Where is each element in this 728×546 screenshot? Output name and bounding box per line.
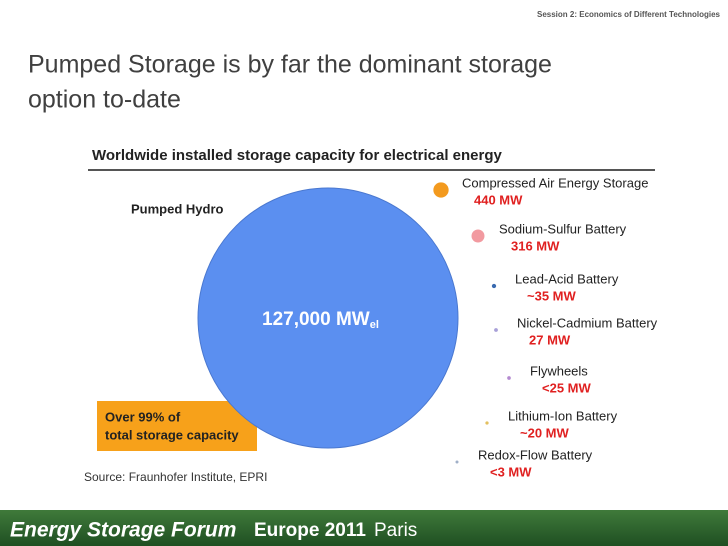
category-label: Pumped Hydro [131, 201, 224, 216]
bubble [433, 182, 449, 198]
value-label: 27 MW [529, 332, 571, 347]
slide-title: option to-date [28, 86, 181, 114]
value-label-subscript: el [370, 319, 379, 331]
slide-title: Pumped Storage is by far the dominant st… [28, 51, 552, 79]
footer-edition: Europe 2011 [254, 520, 366, 541]
category-label: Lead-Acid Battery [515, 271, 619, 286]
value-label-text: 127,000 MW [262, 309, 370, 330]
annotation: total storage capacity [105, 427, 239, 442]
category-label: Flywheels [530, 363, 588, 378]
bubble [455, 460, 459, 464]
category-label: Compressed Air Energy Storage [462, 175, 648, 190]
value-label: ~35 MW [527, 288, 576, 303]
chart-title: Worldwide installed storage capacity for… [92, 147, 503, 164]
footer-brand: Energy Storage Forum [10, 519, 236, 542]
session-header: Session 2: Economics of Different Techno… [537, 10, 721, 19]
footer-city: Paris [374, 520, 417, 541]
bubble [197, 187, 459, 449]
bubble [471, 229, 485, 243]
value-label: 316 MW [511, 238, 560, 253]
footer-bar [0, 510, 728, 546]
bubble [494, 328, 498, 332]
annotation: Over 99% of [105, 409, 181, 424]
bubble [491, 283, 497, 289]
source: Source: Fraunhofer Institute, EPRI [84, 470, 267, 484]
value-label: ~20 MW [520, 425, 569, 440]
category-label: Sodium-Sulfur Battery [499, 221, 627, 236]
category-label: Lithium-Ion Battery [508, 408, 618, 423]
annotation-box [97, 401, 257, 451]
category-label: Redox-Flow Battery [478, 447, 593, 462]
category-label: Nickel-Cadmium Battery [517, 315, 658, 330]
value-label: 127,000 MWel [262, 309, 379, 331]
value-label: 440 MW [474, 192, 523, 207]
bubble [507, 376, 511, 380]
bubble [485, 421, 489, 425]
value-label: <25 MW [542, 380, 591, 395]
value-label: <3 MW [490, 464, 532, 479]
